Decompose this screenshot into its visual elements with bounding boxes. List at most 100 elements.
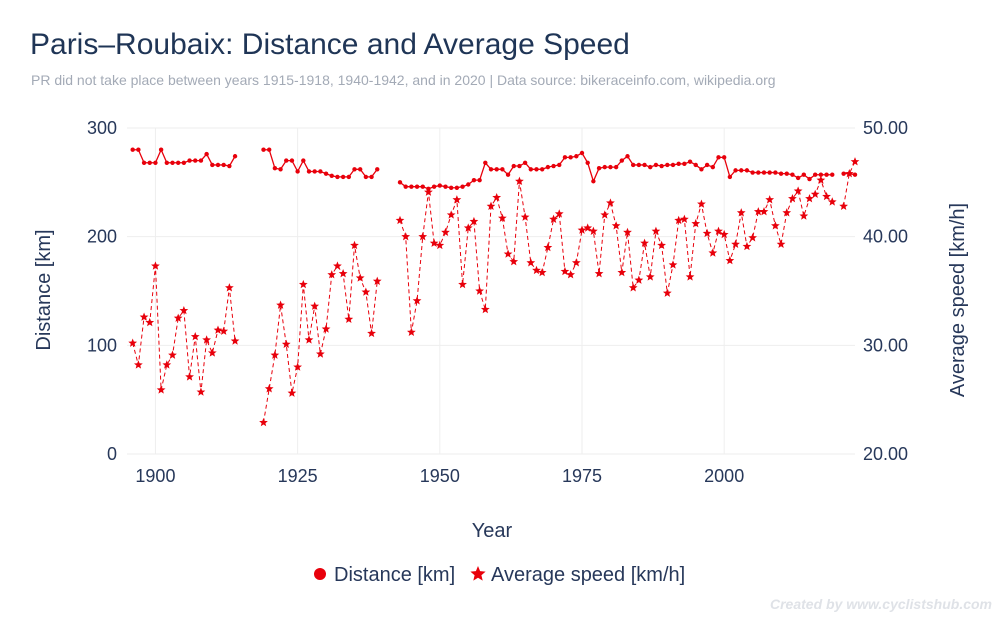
speed-point bbox=[344, 314, 354, 323]
speed-point bbox=[202, 335, 211, 344]
distance-point bbox=[522, 160, 528, 165]
speed-point bbox=[719, 229, 729, 239]
speed-point bbox=[645, 272, 655, 281]
speed-point bbox=[264, 384, 274, 393]
distance-point bbox=[284, 158, 289, 163]
speed-point bbox=[486, 201, 496, 210]
speed-point bbox=[651, 226, 661, 235]
speed-line-segment bbox=[843, 161, 856, 207]
speed-point bbox=[617, 267, 627, 277]
distance-point bbox=[460, 184, 465, 189]
speed-point bbox=[321, 324, 331, 333]
distance-point bbox=[784, 171, 789, 176]
distance-point bbox=[306, 169, 312, 174]
legend-distance-label[interactable]: Distance [km] bbox=[334, 564, 455, 586]
distance-point bbox=[739, 168, 744, 173]
speed-point bbox=[844, 169, 854, 178]
speed-point bbox=[190, 332, 200, 341]
speed-point bbox=[355, 273, 365, 282]
speed-point bbox=[577, 225, 587, 234]
distance-point bbox=[414, 184, 420, 189]
distance-point bbox=[596, 166, 602, 171]
distance-point bbox=[613, 164, 619, 170]
distance-point bbox=[693, 162, 698, 168]
distance-point bbox=[682, 161, 687, 167]
distance-point bbox=[761, 170, 767, 175]
distance-point bbox=[153, 160, 158, 165]
speed-point bbox=[708, 248, 718, 257]
speed-point bbox=[793, 186, 803, 195]
distance-point bbox=[585, 160, 590, 165]
speed-point bbox=[515, 176, 524, 185]
distance-point bbox=[443, 184, 448, 189]
distance-point bbox=[750, 170, 755, 175]
distance-point bbox=[215, 162, 221, 168]
distance-point bbox=[801, 172, 807, 177]
speed-point bbox=[213, 325, 223, 334]
distance-point bbox=[636, 162, 642, 168]
speed-point bbox=[827, 197, 837, 206]
speed-point bbox=[657, 240, 666, 250]
legend-speed-marker[interactable] bbox=[470, 566, 486, 581]
speed-point bbox=[270, 350, 280, 359]
speed-point bbox=[145, 317, 155, 327]
speed-point bbox=[401, 232, 411, 241]
x-tick-label: 1950 bbox=[420, 466, 460, 486]
speed-point bbox=[475, 286, 484, 295]
speed-point bbox=[276, 300, 285, 309]
distance-point bbox=[363, 174, 369, 180]
speed-point bbox=[156, 385, 166, 394]
y-right-tick-label: 30.00 bbox=[863, 335, 908, 355]
speed-point bbox=[361, 287, 371, 296]
speed-point bbox=[714, 226, 723, 235]
distance-point bbox=[778, 171, 784, 176]
speed-point bbox=[424, 187, 433, 196]
distance-point bbox=[289, 158, 295, 163]
distance-point bbox=[716, 155, 721, 160]
distance-point bbox=[346, 174, 352, 180]
speed-point bbox=[207, 348, 217, 357]
distance-point bbox=[420, 184, 425, 189]
distance-point bbox=[437, 183, 443, 188]
distance-point bbox=[534, 167, 539, 172]
distance-point bbox=[357, 167, 363, 172]
speed-point bbox=[702, 228, 712, 238]
distance-point bbox=[466, 182, 471, 187]
legend: Distance [km] Average speed [km/h] bbox=[314, 564, 685, 586]
legend-distance-marker[interactable] bbox=[314, 568, 326, 580]
speed-point bbox=[350, 240, 359, 250]
speed-point bbox=[134, 360, 143, 369]
speed-point bbox=[367, 328, 376, 338]
speed-point bbox=[225, 283, 234, 292]
distance-point bbox=[557, 162, 562, 168]
distance-point bbox=[272, 166, 278, 171]
speed-point bbox=[458, 279, 467, 289]
legend-speed-label[interactable]: Average speed [km/h] bbox=[491, 564, 685, 586]
speed-point bbox=[606, 198, 615, 207]
series-layer bbox=[128, 147, 860, 427]
distance-point bbox=[352, 167, 357, 172]
speed-point bbox=[566, 270, 575, 279]
distance-point bbox=[136, 147, 141, 152]
speed-point bbox=[327, 270, 337, 279]
speed-point bbox=[697, 199, 706, 208]
distance-point bbox=[602, 164, 607, 170]
speed-point bbox=[173, 313, 183, 322]
distance-point bbox=[665, 162, 670, 168]
speed-point bbox=[799, 211, 809, 220]
distance-point bbox=[818, 172, 824, 177]
speed-point bbox=[771, 221, 780, 230]
speed-point bbox=[526, 258, 536, 267]
speed-point bbox=[742, 241, 752, 251]
speed-point bbox=[554, 209, 564, 218]
speed-point bbox=[765, 195, 775, 204]
speed-point bbox=[463, 223, 473, 232]
speed-point bbox=[509, 257, 519, 266]
speed-point bbox=[532, 265, 541, 275]
distance-point bbox=[528, 167, 534, 172]
distance-point bbox=[147, 160, 152, 165]
speed-point bbox=[441, 227, 450, 237]
speed-point bbox=[480, 304, 490, 314]
x-tick-label: 1925 bbox=[278, 466, 318, 486]
distance-point bbox=[448, 185, 454, 190]
